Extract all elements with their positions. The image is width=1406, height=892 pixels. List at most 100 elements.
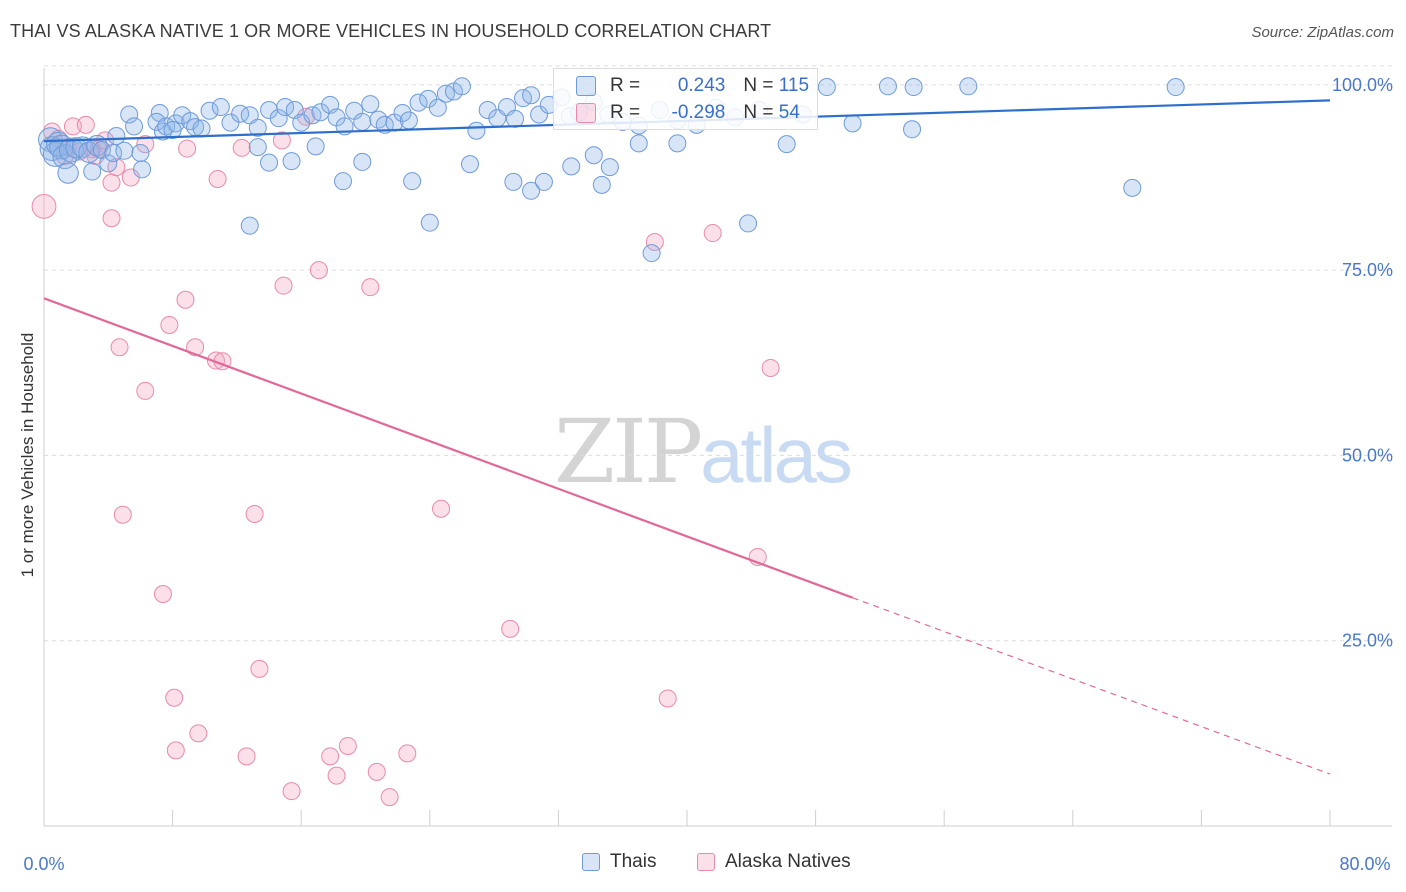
alaska-natives-point <box>136 381 155 400</box>
thais-point <box>57 162 79 184</box>
thais-point <box>739 214 758 233</box>
alaska-natives-point <box>321 747 340 766</box>
alaska-natives-point <box>272 131 291 150</box>
thais-point <box>231 104 250 123</box>
thais-point <box>534 172 553 191</box>
alaska-natives-trend-extension <box>852 597 1331 775</box>
alaska-natives-point <box>189 724 208 743</box>
legend-label-thais: Thais <box>610 851 657 872</box>
alaska-natives-point <box>309 261 328 280</box>
r-label: R = <box>610 102 646 123</box>
alaska-natives-point <box>361 278 380 297</box>
thais-point <box>292 113 311 132</box>
thais-point <box>452 77 471 96</box>
alaska-natives-point <box>297 107 316 126</box>
thais-point <box>403 172 422 191</box>
legend-item-alaska-natives[interactable]: Alaska Natives <box>697 851 851 873</box>
thais-point <box>115 141 134 160</box>
thais-point <box>777 135 796 154</box>
thais-point <box>428 98 447 117</box>
alaska-natives-point <box>176 290 195 309</box>
thais-point <box>181 112 200 131</box>
alaska-natives-point <box>380 788 399 807</box>
thais-point <box>562 157 581 176</box>
thais-point <box>522 86 541 105</box>
thais-point <box>248 118 267 137</box>
thais-point <box>460 155 479 174</box>
chart-title: THAI VS ALASKA NATIVE 1 OR MORE VEHICLES… <box>10 21 772 41</box>
thais-point <box>147 112 166 131</box>
thais-point <box>240 106 259 125</box>
alaska-natives-point <box>208 169 227 188</box>
legend-label-alaska-natives: Alaska Natives <box>725 851 851 872</box>
alaska-natives-point <box>70 142 89 161</box>
alaska-natives-point <box>658 689 677 708</box>
alaska-natives-point <box>76 115 95 134</box>
alaska-natives-point <box>703 224 722 243</box>
alaska-natives-point <box>102 173 121 192</box>
n-label: N = <box>743 102 779 123</box>
thais-point <box>52 144 78 170</box>
thais-point <box>120 105 139 124</box>
alaska-natives-point <box>232 138 251 157</box>
alaska-natives-point <box>501 619 520 638</box>
thais-point <box>592 175 611 194</box>
alaska-natives-point <box>207 351 226 370</box>
alaska-natives-point <box>166 741 185 760</box>
thais-point <box>200 101 219 120</box>
thais-point <box>642 244 661 263</box>
thais-point <box>904 78 923 97</box>
alaska-natives-point <box>178 139 197 158</box>
r-value: -0.298 <box>671 102 726 123</box>
thais-point <box>584 146 603 165</box>
alaska-natives-point <box>63 117 82 136</box>
y-tick-label: 25.0% <box>1342 631 1393 651</box>
thais-point <box>311 103 330 122</box>
legend-item-thais[interactable]: Thais <box>582 851 656 873</box>
thais-point <box>276 98 295 117</box>
alaska-natives-point <box>398 744 417 763</box>
thais-point <box>353 112 372 131</box>
stats-row-thais: R = 0.243 N = 115 <box>576 74 809 98</box>
thais-point <box>192 119 211 138</box>
alaska-natives-point <box>338 736 357 755</box>
n-value: 115 <box>778 75 810 96</box>
alaska-natives-point <box>102 209 121 228</box>
thais-point <box>530 105 549 124</box>
alaska-natives-point <box>432 499 451 518</box>
x-tick-label: 0.0% <box>23 854 64 874</box>
r-value: 0.243 <box>677 75 726 96</box>
r-label: R = <box>610 75 646 96</box>
thais-point <box>353 152 372 171</box>
thais-point <box>46 131 71 157</box>
thais-point <box>42 142 68 167</box>
alaska-natives-point <box>282 782 301 801</box>
alaska-natives-point <box>761 358 780 377</box>
alaska-natives-point <box>160 315 179 334</box>
alaska-natives-point <box>250 659 269 678</box>
alaska-natives-point <box>113 505 132 524</box>
alaska-natives-point <box>186 338 205 357</box>
thais-point <box>240 216 259 235</box>
n-value: 54 <box>778 102 800 123</box>
thais-point <box>959 77 978 96</box>
alaska-natives-point <box>645 232 664 251</box>
alaska-natives-swatch <box>576 103 596 123</box>
alaska-natives-point <box>245 504 264 523</box>
alaska-natives-point <box>367 762 386 781</box>
x-tick-label: 80.0% <box>1339 854 1390 874</box>
y-tick-label: 75.0% <box>1342 260 1393 280</box>
thais-point <box>361 95 380 114</box>
thais-point <box>104 144 123 163</box>
thais-point <box>83 162 102 181</box>
thais-point <box>260 153 279 172</box>
alaska-natives-point <box>31 193 57 219</box>
y-tick-label: 50.0% <box>1342 445 1393 465</box>
thais-point <box>467 121 486 140</box>
thais-point <box>505 109 524 128</box>
y-tick-label: 100.0% <box>1332 75 1393 95</box>
stats-row-alaska-natives: R = -0.298 N = 54 <box>576 101 800 125</box>
thais-point <box>125 117 144 136</box>
thais-point <box>282 152 301 171</box>
